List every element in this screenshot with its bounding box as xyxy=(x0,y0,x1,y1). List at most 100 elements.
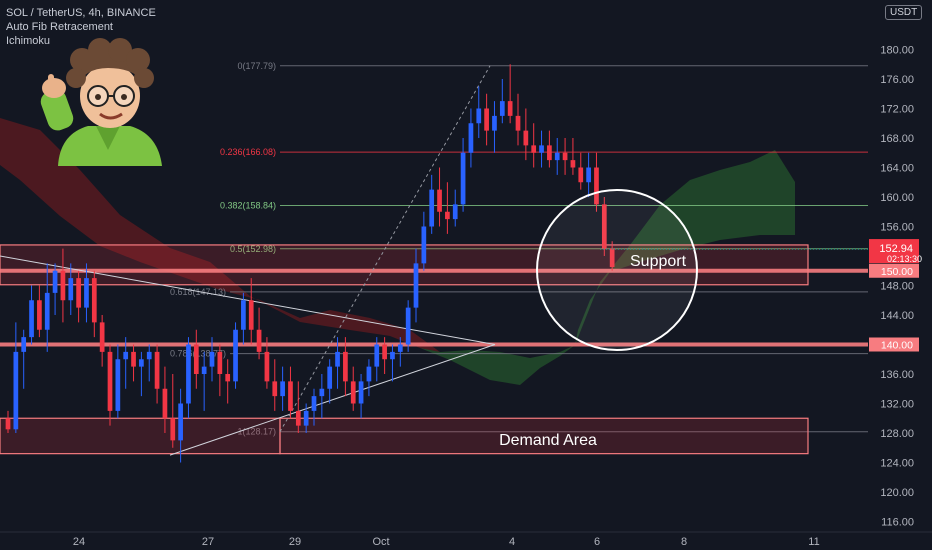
candle xyxy=(91,270,97,338)
candle xyxy=(5,410,11,433)
fib-level-label: 0.236(166.08) xyxy=(220,147,276,157)
candle xyxy=(562,138,568,175)
candle-body xyxy=(335,351,340,367)
candle-body xyxy=(437,189,442,212)
candle-body xyxy=(193,344,199,374)
fib-anchor-line xyxy=(279,65,491,432)
candle-body xyxy=(107,351,113,411)
zone-demand-left xyxy=(0,417,281,455)
ichimoku-cloud-bullish-upper xyxy=(575,150,795,345)
candle xyxy=(154,344,160,404)
candle-body xyxy=(225,374,231,382)
candle-body xyxy=(507,101,513,116)
fib-level-label: 0.618(147.13) xyxy=(170,287,226,297)
ascending-trendline xyxy=(169,344,496,456)
candle xyxy=(390,344,395,382)
candle-body xyxy=(123,351,129,360)
candle xyxy=(429,174,435,234)
candle-body xyxy=(84,278,89,308)
indicator-fib-label[interactable]: Auto Fib Retracement xyxy=(6,21,113,33)
candle-body xyxy=(131,351,136,367)
candle-body xyxy=(209,351,215,367)
candle-body xyxy=(154,351,160,389)
candle xyxy=(311,388,317,426)
price-tick-label: 120.00 xyxy=(880,487,914,499)
candle-body xyxy=(366,366,372,382)
candle-body xyxy=(594,167,599,205)
candle-body xyxy=(350,381,356,404)
price-tick-label: 136.00 xyxy=(880,369,914,381)
candle xyxy=(554,138,560,175)
price-tick-label: 168.00 xyxy=(880,133,914,145)
candle-body xyxy=(217,351,223,374)
time-tick-label: 29 xyxy=(289,536,301,548)
time-tick-label: 24 xyxy=(73,536,85,548)
candle xyxy=(594,152,599,212)
candle-body xyxy=(233,329,238,382)
candle-body xyxy=(139,359,144,367)
level-price-tag xyxy=(869,337,919,352)
candle xyxy=(264,337,270,389)
candle xyxy=(374,337,380,382)
candle-body xyxy=(421,226,427,264)
candle xyxy=(99,315,105,367)
candle xyxy=(405,300,411,352)
support-label: Support xyxy=(630,253,687,270)
candle-body xyxy=(280,381,285,397)
level-price-tag-label: 140.00 xyxy=(881,340,913,352)
candle xyxy=(437,167,442,227)
candle-body xyxy=(515,115,521,131)
candle xyxy=(366,359,372,397)
candle-body xyxy=(68,278,74,301)
candle xyxy=(107,344,113,426)
candle-body xyxy=(201,366,207,374)
symbol-title[interactable]: SOL / TetherUS, 4h, BINANCE xyxy=(6,7,156,19)
candle xyxy=(350,366,356,411)
avatar-sticker xyxy=(40,38,162,166)
candle xyxy=(217,344,223,397)
ichimoku-cloud-bullish-lower xyxy=(420,345,575,385)
candle xyxy=(476,86,482,138)
candle-body xyxy=(21,337,27,352)
candle xyxy=(131,344,136,382)
candle-body xyxy=(390,351,395,360)
candle-body xyxy=(311,396,317,411)
current-price-label: 152.94 xyxy=(879,243,913,255)
candle xyxy=(397,337,403,367)
time-tick-label: 8 xyxy=(681,536,687,548)
candle-body xyxy=(405,307,411,345)
candle-body xyxy=(586,167,591,183)
price-tick-label: 160.00 xyxy=(880,192,914,204)
candle xyxy=(539,130,544,168)
currency-unit-badge[interactable]: USDT xyxy=(885,5,923,20)
candle xyxy=(382,337,387,374)
candle xyxy=(209,337,215,382)
candle xyxy=(492,101,497,153)
candle xyxy=(60,248,66,323)
price-tick-label: 176.00 xyxy=(880,74,914,86)
price-tick-label: 116.00 xyxy=(881,517,914,529)
candle-body xyxy=(29,300,34,338)
candle-body xyxy=(358,381,364,404)
candle xyxy=(499,79,505,124)
candle-body xyxy=(295,410,301,426)
indicator-ichimoku-label[interactable]: Ichimoku xyxy=(6,35,51,47)
candle xyxy=(280,366,285,411)
candle-body xyxy=(5,418,11,430)
candle xyxy=(123,337,129,389)
chart-header: SOL / TetherUS, 4h, BINANCE Auto Fib Ret… xyxy=(6,6,156,48)
candle-body xyxy=(554,152,560,161)
candle xyxy=(37,285,42,338)
candle xyxy=(413,248,419,323)
ichimoku-cloud-bearish xyxy=(0,118,440,352)
candle-body xyxy=(44,292,50,330)
candle-body xyxy=(115,359,121,411)
time-tick-label: 4 xyxy=(509,536,515,548)
demand-area-label: Demand Area xyxy=(499,432,597,449)
candle-body xyxy=(547,145,552,161)
time-tick-label: 11 xyxy=(808,536,819,548)
candle-body xyxy=(162,388,168,419)
candle xyxy=(295,381,301,433)
candle-body xyxy=(429,189,435,227)
